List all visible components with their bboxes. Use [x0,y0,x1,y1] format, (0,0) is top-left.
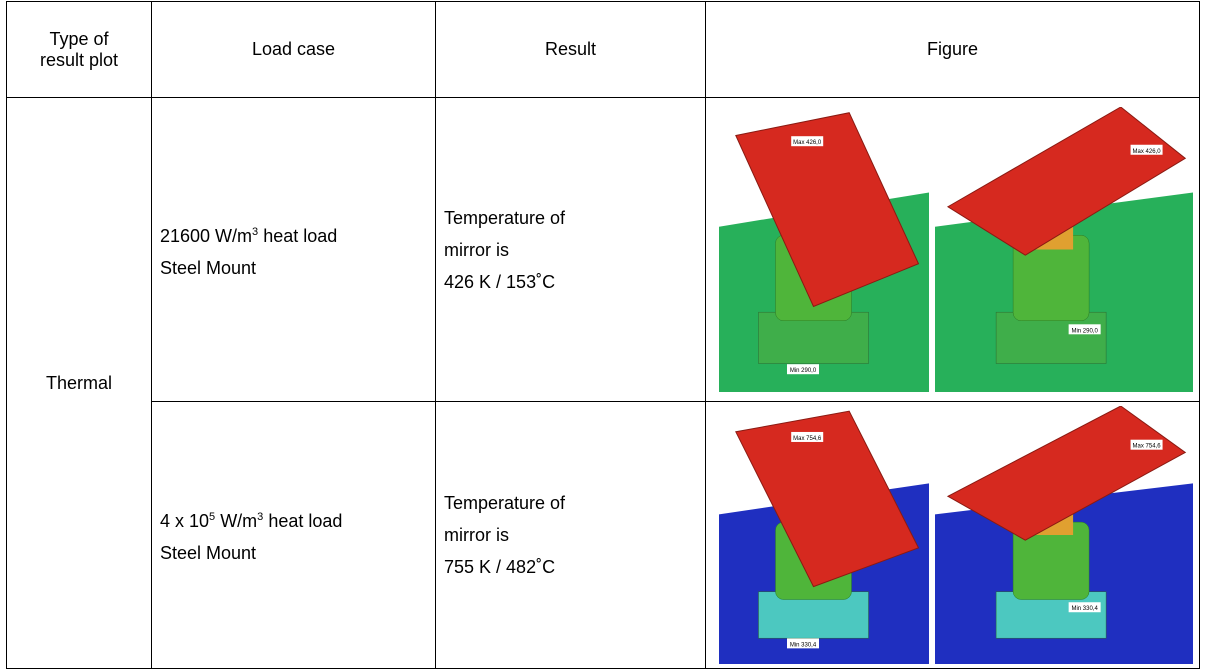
figure: Max 754,6 Min 330,4 [935,406,1193,664]
text: Steel Mount [160,258,256,278]
header-text: result plot [40,50,118,70]
page: Type ofresult plot Load case Result Figu… [0,0,1205,671]
figure: Max 426,0 Min 290,0 [935,107,1193,392]
max-label: Max 754,6 [793,436,822,442]
min-label: Min 290,0 [1071,328,1098,334]
min-label: Min 290,0 [789,368,816,374]
text: Temperature of [444,493,565,513]
header-cell: Result [436,2,706,98]
figure: Max 754,6 Min 330,4 [719,406,929,664]
text: Temperature of [444,208,565,228]
max-label: Max 754,6 [1132,444,1161,450]
min-label: Min 330,4 [1071,606,1098,612]
figure-cell: Max 426,0 Min 290,0 Max 426,0 Min 290,0 [706,98,1200,402]
max-label: Max 426,0 [793,140,822,146]
sup: 5 [209,511,215,523]
row: 4 x 105 W/m3 heat load Steel Mount Temper… [7,402,1200,669]
load-case: 21600 W/m3 heat load Steel Mount [152,98,436,402]
text: 755 K / 482˚C [444,557,555,577]
text: heat load [268,511,342,531]
sup: 3 [257,511,263,523]
text: 426 K / 153˚C [444,272,555,292]
type-cell: Thermal [7,98,152,669]
min-label: Min 330,4 [789,642,816,648]
text: Steel Mount [160,543,256,563]
header-text: Type of [49,29,108,49]
text: mirror is [444,240,509,260]
text: heat load [263,226,337,246]
result: Temperature of mirror is 755 K / 482˚C [436,402,706,669]
load-case: 4 x 105 W/m3 heat load Steel Mount [152,402,436,669]
text: W/m [220,511,257,531]
text: mirror is [444,525,509,545]
max-label: Max 426,0 [1132,149,1161,155]
figure-cell: Max 754,6 Min 330,4 Max 754,6 Min 330,4 [706,402,1200,669]
figure: Max 426,0 Min 290,0 [719,107,929,392]
result: Temperature of mirror is 426 K / 153˚C [436,98,706,402]
header-cell: Load case [152,2,436,98]
text: 4 x 10 [160,511,209,531]
sup: 3 [252,226,258,238]
text: 21600 W/m [160,226,252,246]
header-cell: Figure [706,2,1200,98]
